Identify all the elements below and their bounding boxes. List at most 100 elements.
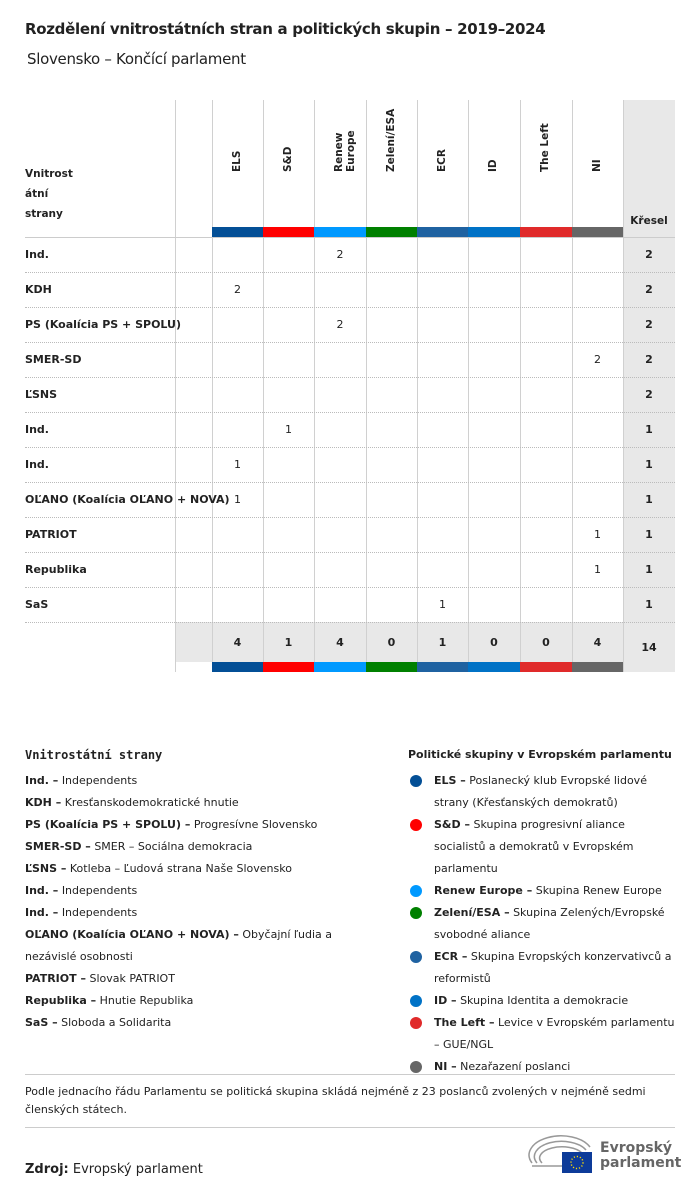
group-name: Poslanecký klub Evropské lidové strany (… bbox=[434, 774, 647, 809]
group-color-dot-icon bbox=[410, 1017, 422, 1029]
group-abbr: Renew Europe – bbox=[434, 884, 533, 897]
group-abbr: ELS – bbox=[434, 774, 466, 787]
group-total: 0 bbox=[490, 635, 498, 649]
legend-group-item: S&D – Skupina progresivní aliance social… bbox=[408, 814, 678, 880]
row-party-label: OĽANO (Koalícia OĽANO + NOVA) bbox=[25, 493, 230, 506]
footnote: Podle jednacího řádu Parlamentu se polit… bbox=[25, 1074, 675, 1128]
row-total: 2 bbox=[645, 318, 653, 331]
seat-value: 1 bbox=[594, 563, 601, 576]
group-header-ELS: ELS bbox=[230, 150, 243, 172]
group-abbr: ECR – bbox=[434, 950, 468, 963]
party-name: Obyčajní ľudia a nezávislé osobnosti bbox=[25, 928, 333, 963]
legend-group-item: ELS – Poslanecký klub Evropské lidové st… bbox=[408, 770, 678, 814]
group-color-bar-bottom bbox=[417, 662, 468, 672]
source-label: Zdroj: bbox=[25, 1162, 69, 1177]
party-abbr: KDH – bbox=[25, 796, 62, 809]
source: Zdroj: Evropský parlament bbox=[25, 1162, 203, 1177]
group-header-Renew Europe: Renew Europe bbox=[333, 130, 357, 172]
group-color-bar-bottom bbox=[263, 662, 314, 672]
legend-group-item: ID – Skupina Identita a demokracie bbox=[408, 990, 678, 1012]
party-name: Sloboda a Solidarita bbox=[61, 1016, 172, 1029]
legend-parties-title: Vnitrostátní strany bbox=[25, 748, 163, 762]
group-color-bar-bottom bbox=[520, 662, 572, 672]
column-divider bbox=[263, 100, 264, 672]
legend-group-item: The Left – Levice v Evropském parlamentu… bbox=[408, 1012, 678, 1056]
legend-party-item: KDH – Kresťanskodemokratické hnutie bbox=[25, 792, 385, 814]
legend-party-item: OĽANO (Koalícia OĽANO + NOVA) – Obyčajní… bbox=[25, 924, 385, 968]
row-divider bbox=[25, 482, 675, 483]
group-name: Skupina Identita a demokracie bbox=[460, 994, 629, 1007]
row-divider bbox=[25, 342, 675, 343]
row-header-line: átní bbox=[25, 188, 49, 200]
seat-value: 1 bbox=[285, 423, 292, 436]
grand-total: 14 bbox=[641, 640, 657, 654]
column-divider bbox=[366, 100, 367, 672]
group-color-dot-icon bbox=[410, 951, 422, 963]
ep-logo: Evropský parlament bbox=[528, 1135, 681, 1175]
row-total: 2 bbox=[645, 388, 653, 401]
row-total: 2 bbox=[645, 353, 653, 366]
row-header-line: strany bbox=[25, 208, 63, 220]
party-abbr: Ind. – bbox=[25, 906, 59, 919]
seat-value: 2 bbox=[594, 353, 601, 366]
group-name: Skupina Evropských konzervativců a refor… bbox=[434, 950, 672, 985]
group-total: 1 bbox=[438, 635, 447, 649]
group-total: 4 bbox=[233, 635, 242, 649]
legend-group-item: Renew Europe – Skupina Renew Europe bbox=[408, 880, 678, 902]
legend-group-item: NI – Nezařazení poslanci bbox=[408, 1056, 678, 1078]
seat-value: 2 bbox=[336, 248, 344, 261]
group-color-bar bbox=[520, 227, 572, 237]
group-header-NI: NI bbox=[590, 159, 603, 172]
row-party-label: PATRIOT bbox=[25, 528, 77, 541]
group-color-dot-icon bbox=[410, 907, 422, 919]
row-divider bbox=[25, 377, 675, 378]
group-color-bar-bottom bbox=[572, 662, 623, 672]
party-name: Independents bbox=[61, 774, 138, 787]
header-divider bbox=[25, 237, 675, 238]
total-column-bg bbox=[623, 100, 675, 672]
row-divider bbox=[25, 412, 675, 413]
row-total: 1 bbox=[645, 563, 653, 576]
group-color-bar bbox=[417, 227, 468, 237]
legend-party-item: SaS – Sloboda a Solidarita bbox=[25, 1012, 385, 1034]
party-name: Kotleba – Ľudová strana Naše Slovensko bbox=[69, 862, 292, 875]
group-abbr: Zelení/ESA – bbox=[434, 906, 510, 919]
row-divider bbox=[25, 272, 675, 273]
legend-party-item: ĽSNS – Kotleba – Ľudová strana Naše Slov… bbox=[25, 858, 385, 880]
row-total: 2 bbox=[645, 283, 653, 296]
party-name: Independents bbox=[61, 906, 138, 919]
party-abbr: PS (Koalícia PS + SPOLU) – bbox=[25, 818, 191, 831]
group-color-bar bbox=[572, 227, 623, 237]
legend-party-item: Ind. – Independents bbox=[25, 902, 385, 924]
group-color-bar-bottom bbox=[468, 662, 520, 672]
party-abbr: Ind. – bbox=[25, 774, 59, 787]
row-divider bbox=[25, 622, 675, 623]
group-color-bar bbox=[263, 227, 314, 237]
group-color-dot-icon bbox=[410, 819, 422, 831]
seat-value: 2 bbox=[234, 283, 241, 296]
chart-subtitle: Slovensko – Končící parlament bbox=[27, 50, 246, 68]
group-total: 4 bbox=[593, 635, 602, 649]
group-header-Zelení/ESA: Zelení/ESA bbox=[384, 108, 397, 172]
group-name: Skupina Zelených/Evropské svobodné alian… bbox=[434, 906, 665, 941]
group-header-The Left: The Left bbox=[539, 123, 551, 172]
group-color-bar-bottom bbox=[212, 662, 263, 672]
total-header: Křesel bbox=[630, 215, 668, 227]
column-divider bbox=[175, 100, 176, 672]
group-abbr: The Left – bbox=[434, 1016, 495, 1029]
party-abbr: PATRIOT – bbox=[25, 972, 86, 985]
legend-group-item: ECR – Skupina Evropských konzervativců a… bbox=[408, 946, 678, 990]
row-party-label: KDH bbox=[25, 283, 52, 296]
party-abbr: Republika – bbox=[25, 994, 97, 1007]
legend-party-item: Republika – Hnutie Republika bbox=[25, 990, 385, 1012]
row-party-label: PS (Koalícia PS + SPOLU) bbox=[25, 318, 182, 331]
group-color-bar-bottom bbox=[314, 662, 366, 672]
column-divider bbox=[572, 100, 573, 672]
row-total: 2 bbox=[645, 248, 653, 261]
group-color-dot-icon bbox=[410, 885, 422, 897]
column-divider bbox=[314, 100, 315, 672]
row-divider bbox=[25, 517, 675, 518]
group-total: 1 bbox=[284, 635, 293, 649]
column-divider bbox=[623, 100, 624, 672]
row-header-line: Vnitrost bbox=[25, 168, 73, 180]
